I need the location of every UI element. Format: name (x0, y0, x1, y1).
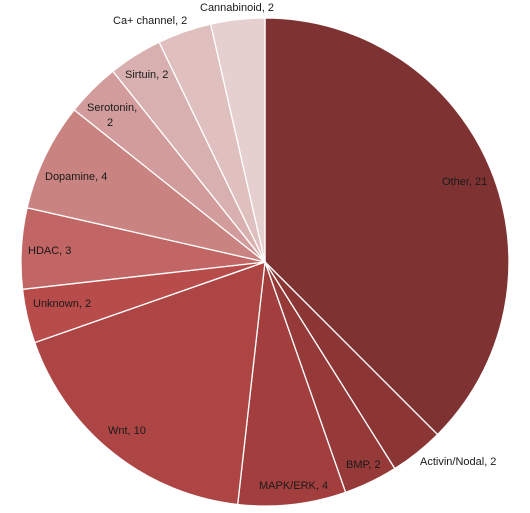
slice-label-dopamine: Dopamine, 4 (45, 171, 107, 183)
slice-label-hdac: HDAC, 3 (28, 245, 71, 257)
slice-label-unknown: Unknown, 2 (33, 298, 91, 310)
pie-slice-other (264, 17, 510, 436)
pie-labels: Other, 21 Activin/Nodal, 2 BMP, 2 MAPK/ERK,… (28, 2, 496, 492)
slice-label-serotonin: Serotonin, 2 (87, 102, 137, 129)
slice-label-activin-nodal: Activin/Nodal, 2 (420, 456, 496, 468)
slice-label-cannabinoid: Cannabinoid, 2 (200, 2, 274, 14)
pie-slice-mapk-erk (236, 261, 347, 507)
pie-slice-cannabinoid (209, 17, 266, 263)
pie-slices (20, 17, 510, 507)
slice-label-wnt: Wnt, 10 (108, 425, 146, 437)
slice-label-mapk-erk: MAPK/ERK, 4 (259, 480, 328, 492)
slice-label-sirtuin: Sirtuin, 2 (125, 69, 168, 81)
pie-slice-dopamine (26, 108, 266, 263)
slice-label-bmp: BMP, 2 (346, 459, 381, 471)
slice-label-ca-channel: Ca+ channel, 2 (113, 15, 187, 27)
slice-label-other: Other, 21 (442, 176, 487, 188)
